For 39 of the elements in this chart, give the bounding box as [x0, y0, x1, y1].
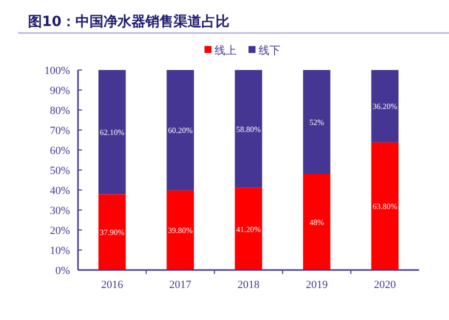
- bar: [98, 194, 126, 270]
- bar: [371, 70, 399, 142]
- data-label: 41.20%: [236, 224, 262, 234]
- bar: [371, 142, 399, 270]
- data-label: 48%: [309, 218, 324, 227]
- legend-label: 线下: [258, 44, 280, 57]
- y-tick-label: 10%: [50, 245, 70, 257]
- y-tick-label: 50%: [50, 165, 70, 177]
- bar: [166, 70, 194, 190]
- legend-label: 线上: [214, 44, 236, 57]
- bar: [98, 70, 126, 194]
- x-tick-label: 2016: [101, 279, 124, 291]
- x-tick-label: 2019: [306, 279, 328, 291]
- y-tick-label: 40%: [50, 185, 70, 197]
- y-tick-label: 90%: [50, 85, 70, 97]
- data-label: 36.20%: [372, 102, 398, 112]
- x-tick-label: 2018: [238, 279, 260, 291]
- bar: [303, 70, 330, 174]
- x-tick-label: 2017: [169, 279, 192, 291]
- y-tick-label: 30%: [50, 205, 70, 217]
- data-label: 63.80%: [372, 202, 398, 212]
- bar: [303, 174, 330, 270]
- y-tick-label: 100%: [44, 65, 70, 77]
- y-tick-label: 60%: [50, 145, 70, 157]
- bar: [234, 188, 262, 270]
- data-label: 52%: [309, 118, 324, 127]
- data-label: 37.90%: [100, 228, 125, 238]
- bar: [234, 70, 262, 188]
- data-label: 58.80%: [236, 124, 262, 134]
- y-tick-label: 70%: [50, 125, 70, 137]
- y-tick-label: 20%: [50, 225, 70, 237]
- data-label: 39.80%: [168, 226, 193, 236]
- x-tick-label: 2020: [374, 279, 396, 291]
- chart-title: 图10：中国净水器销售渠道占比: [28, 13, 230, 30]
- bar: [166, 190, 194, 270]
- data-label: 62.10%: [100, 128, 125, 138]
- data-label: 60.20%: [168, 126, 193, 136]
- y-tick-label: 80%: [50, 105, 70, 117]
- y-tick-label: 0%: [55, 265, 70, 277]
